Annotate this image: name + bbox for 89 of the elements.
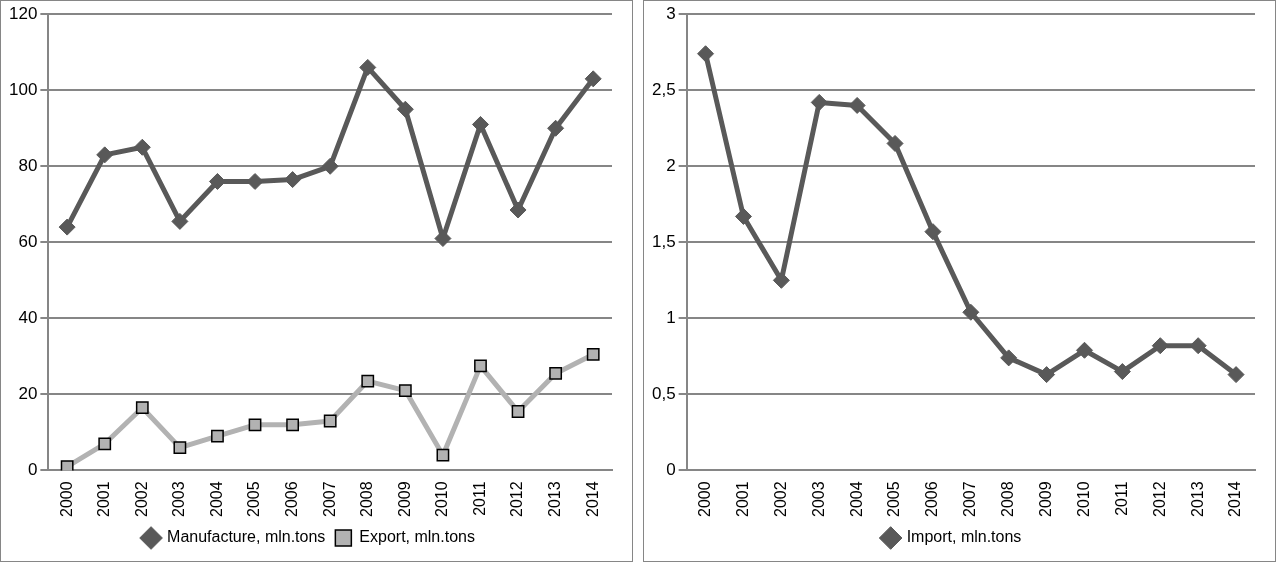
x-tick-label: 2002 [132,481,150,517]
point [1075,341,1093,359]
point [509,201,527,219]
x-tick-label: 2012 [1150,481,1168,517]
point [1000,349,1018,367]
point [211,429,224,443]
legend-label: Import, mln.tons [906,528,1022,546]
x-tick-label: 2005 [885,481,903,517]
x-tick-label: 2001 [95,481,113,517]
y-tick-label: 20 [18,384,38,404]
point [135,401,149,415]
x-tick-label: 2008 [999,481,1017,517]
point [173,441,187,454]
x-tick-label: 2003 [809,481,827,517]
point [284,171,302,189]
point [361,374,375,388]
y-tick-label: 120 [8,3,38,23]
x-tick-label: 2001 [733,481,751,517]
x-tick-label: 2000 [57,481,75,517]
x-tick-label: 2003 [170,481,188,517]
point [962,303,980,321]
legend-label: Export, mln.tons [359,528,475,546]
x-tick-label: 2010 [1074,481,1092,517]
x-tick-label: 2014 [583,481,601,517]
point [810,93,828,111]
point [848,96,866,114]
point [398,384,412,397]
x-tick-label: 2013 [546,481,564,517]
x-tick-label: 2013 [1188,481,1206,517]
x-tick-label: 2006 [923,481,941,517]
x-tick-label: 2002 [771,481,789,517]
point [474,359,487,373]
point [697,45,715,63]
point [98,437,112,451]
x-tick-label: 2006 [283,481,301,517]
point [286,418,300,432]
x-tick-label: 2008 [358,481,376,517]
point [886,134,904,152]
x-tick-label: 2004 [207,481,225,517]
point [248,418,262,432]
point [1038,366,1056,384]
x-tick-label: 2010 [433,481,451,517]
point [772,271,790,289]
point [359,58,377,76]
point [549,367,563,380]
y-tick-label: 3 [666,3,676,23]
x-tick-label: 2004 [847,481,865,517]
point [436,448,450,462]
point [734,207,752,225]
point [171,212,189,230]
x-tick-label: 2007 [961,481,979,517]
point [96,146,114,164]
x-tick-label: 2009 [1037,481,1054,517]
legend-label: Manufacture, mln.tons [167,528,326,546]
y-tick-label: 40 [18,308,38,328]
point [511,405,525,418]
point [586,348,600,361]
y-tick-label: 2 [666,155,676,175]
point [133,138,151,156]
point [396,100,414,118]
x-tick-label: 2009 [395,481,413,517]
point [547,119,565,137]
point [321,157,339,175]
y-tick-label: 0,5 [651,384,676,404]
x-tick-label: 2005 [245,481,263,517]
y-tick-label: 2,5 [651,79,676,99]
x-tick-label: 2007 [320,481,338,517]
y-tick-label: 0 [27,460,38,480]
point [1189,337,1207,355]
point [58,218,76,236]
y-tick-label: 1 [666,308,676,328]
y-tick-label: 100 [8,79,38,99]
point [323,414,337,428]
point [60,460,74,471]
x-tick-label: 2012 [508,481,526,517]
y-tick-label: 60 [18,231,38,251]
x-tick-label: 2000 [695,481,713,517]
point [924,223,942,241]
y-tick-label: 80 [18,155,38,175]
point [584,70,602,88]
y-tick-label: 1,5 [651,231,676,251]
y-tick-label: 0 [666,460,676,480]
point [1113,363,1131,381]
point [1227,366,1245,384]
point [471,115,489,133]
x-tick-label: 2011 [1112,481,1130,516]
x-tick-label: 2014 [1226,481,1244,517]
point [1151,337,1169,355]
x-tick-label: 2011 [470,481,488,516]
